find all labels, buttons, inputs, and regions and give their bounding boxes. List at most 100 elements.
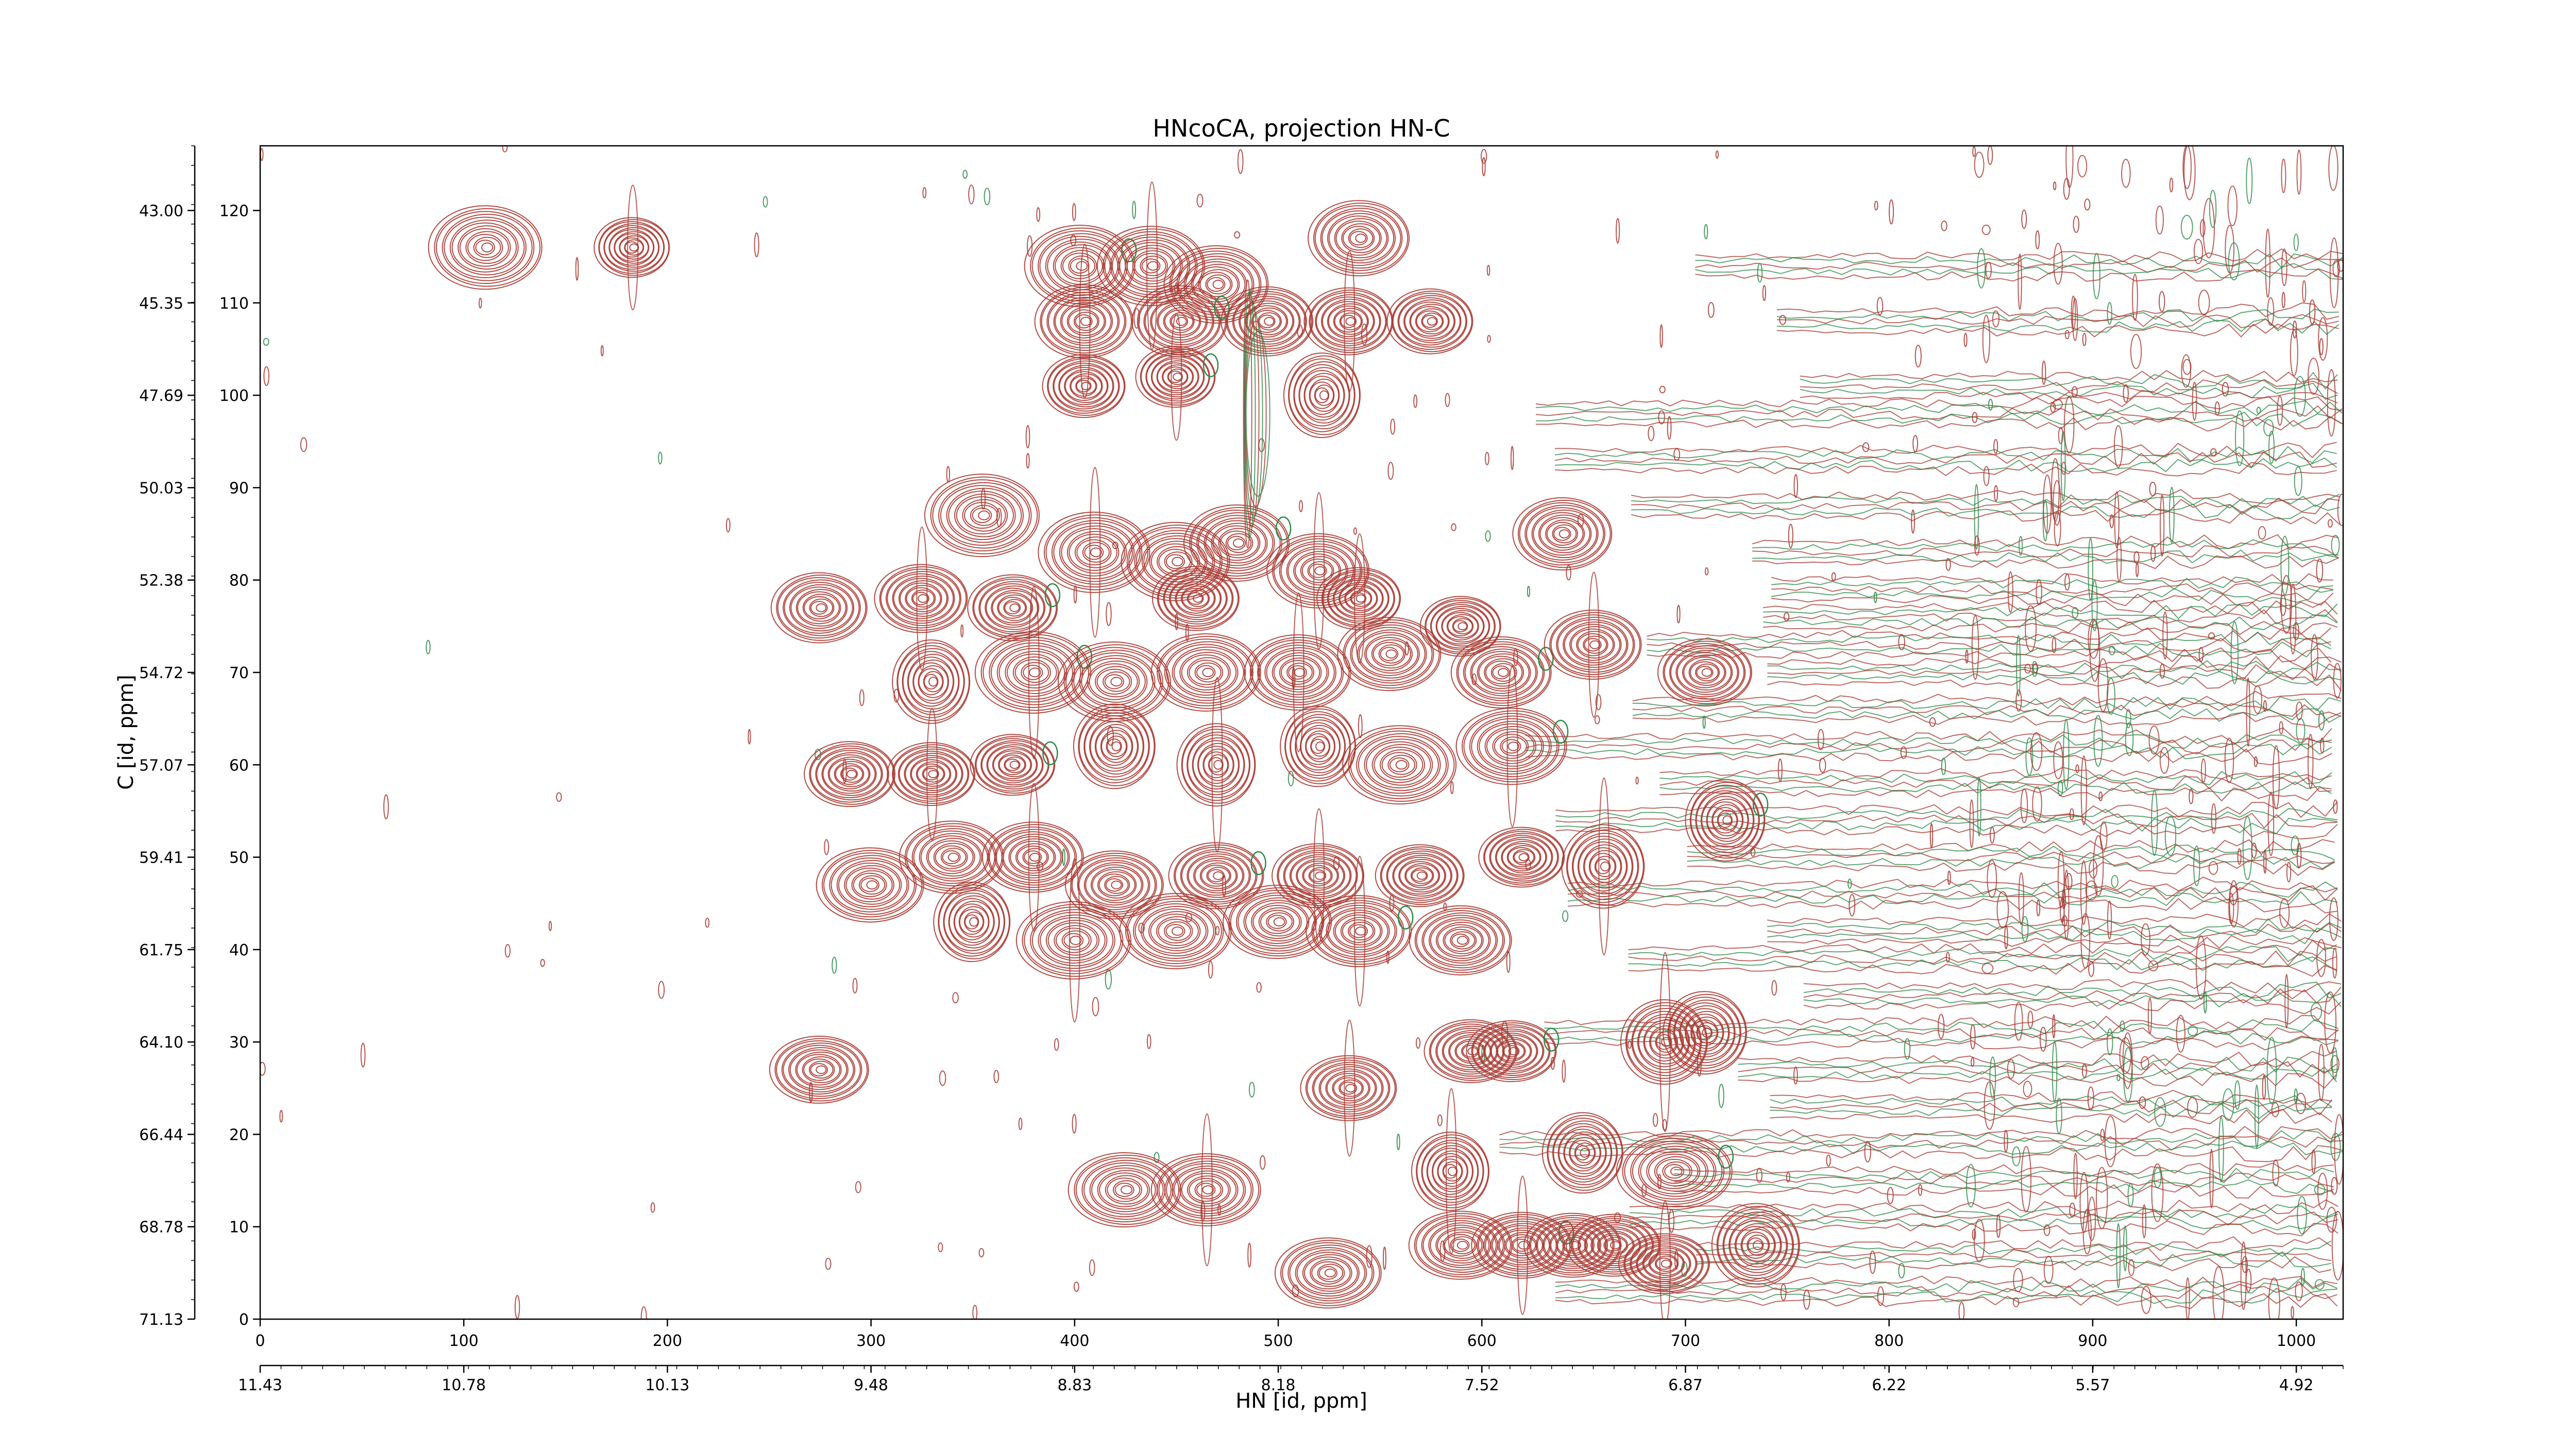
peak-contour-line [1668, 997, 1741, 1069]
noise-speck [1562, 1059, 1566, 1083]
edge-streak-contour [2155, 205, 2164, 235]
edge-streak-contour [1977, 777, 1981, 837]
noise-speck [260, 1062, 266, 1076]
peak-contour-line [1158, 305, 1201, 338]
edge-streak-contour [2121, 159, 2131, 188]
peak-contour-line [1070, 258, 1090, 274]
edge-streak-contour [2142, 1204, 2147, 1239]
peak-contour-line [1249, 636, 1350, 708]
noise-contour-line [1674, 1162, 2334, 1177]
noise-speck [978, 1248, 985, 1258]
edge-streak-contour [2279, 721, 2283, 735]
edge-streak-contour [2328, 146, 2338, 191]
peak-contour-line [844, 865, 901, 905]
edge-streak-contour [2242, 816, 2252, 881]
noise-contour-line [1767, 918, 2342, 934]
peak-contour-line [1302, 863, 1338, 889]
peak-contour-line [1380, 647, 1399, 661]
peak-contour-line [989, 826, 1077, 888]
noise-speck [2084, 198, 2091, 211]
peak-contour-line [1580, 1148, 1590, 1158]
noise-speck [2043, 1224, 2050, 1236]
peak-contour-line [1311, 1261, 1345, 1285]
peak-contour-line [1165, 554, 1185, 569]
peak-contour-line [1199, 862, 1237, 889]
edge-streak-contour [2280, 575, 2292, 634]
y-ppm-tick-label: 68.78 [139, 1219, 183, 1237]
peak-contour-line [1112, 1180, 1141, 1200]
peak-contour-line [1157, 546, 1198, 577]
peak-contour-line [1484, 658, 1523, 687]
edge-streak-contour [2290, 583, 2297, 655]
peak-contour-line [1313, 203, 1409, 274]
peak-contour-line [1311, 897, 1411, 965]
peak-contour-line [1194, 662, 1222, 683]
noise-speck [2281, 292, 2285, 309]
peak-contour-line [1280, 1239, 1380, 1306]
peak-contour-line [1272, 843, 1365, 908]
noise-speck [2087, 1086, 2094, 1111]
peak-contour-line [1489, 833, 1558, 882]
y-point-tick-label: 10 [229, 1219, 249, 1237]
noise-contour-line [1767, 660, 2342, 676]
peak-contour-line [940, 848, 967, 867]
peak-contour-line [1426, 1145, 1479, 1198]
noise-speck [1485, 451, 1489, 465]
peak-contour-line [1167, 370, 1183, 383]
peak-contour-line [1181, 587, 1210, 610]
noise-speck [2050, 402, 2056, 413]
negative-contour [1202, 353, 1219, 378]
noise-speck [1941, 757, 1946, 776]
peak-contour-line [1097, 1170, 1156, 1210]
noise-speck [1092, 997, 1099, 1017]
peak [1183, 504, 1292, 582]
peak-contour-line [1164, 1160, 1252, 1219]
edge-streak-contour [2277, 395, 2283, 426]
peak-contour-line [1289, 854, 1351, 898]
peak-contour-line [1404, 301, 1456, 341]
peak-contour-line [1701, 796, 1749, 845]
peak-contour-line [1351, 592, 1367, 605]
peak-contour-line [1663, 641, 1751, 704]
peak [933, 882, 1011, 963]
noise-speck [2253, 756, 2258, 767]
peak-contour-line [777, 577, 861, 639]
y-point-tick-label: 120 [219, 203, 249, 221]
x-point-tick-label: 400 [1060, 1332, 1089, 1350]
peak-contour-line [1399, 861, 1440, 890]
peak-contour-line [1059, 367, 1109, 406]
edge-streak-contour [2019, 536, 2023, 556]
peak-contour-line [947, 852, 959, 862]
edge-streak-contour [2295, 1281, 2303, 1302]
peak-contour-line [1682, 654, 1732, 690]
peak-contour-line [1303, 373, 1345, 418]
peak-contour-line [1327, 303, 1374, 340]
peak-contour-line [1456, 936, 1468, 945]
x-point-tick-label: 1000 [2277, 1332, 2316, 1350]
peak-contour-line [1151, 299, 1208, 343]
peak-contour-line [896, 642, 970, 721]
peak-contour-line [1045, 517, 1143, 588]
noise-speck [1707, 302, 1715, 318]
edge-streak-contour [1973, 1219, 1985, 1262]
peak-contour-line [1588, 850, 1621, 883]
peak-contour-line [893, 578, 949, 619]
noise-speck [2021, 209, 2027, 229]
peak-contour-line [1642, 1247, 1690, 1280]
peak-contour-line [938, 482, 1030, 549]
peak-contour-line [1119, 892, 1232, 969]
peak-contour-line [1701, 668, 1713, 677]
noise-speck [1873, 591, 1877, 603]
edge-streak-contour [2072, 298, 2078, 342]
peak-contour-line [1150, 1153, 1261, 1226]
peak-contour-line [442, 213, 533, 281]
peak-contour-line [1015, 901, 1131, 980]
negative-contour [1275, 516, 1292, 541]
noise-speck [2073, 215, 2080, 233]
peak-contour-line [1648, 1153, 1701, 1189]
peak-contour-line [451, 222, 519, 273]
edge-streak-contour [2056, 1098, 2062, 1134]
edge-streak-contour [2052, 399, 2063, 410]
noise-contour-line [1632, 712, 2342, 728]
peak-contour-line [1428, 1222, 1497, 1269]
